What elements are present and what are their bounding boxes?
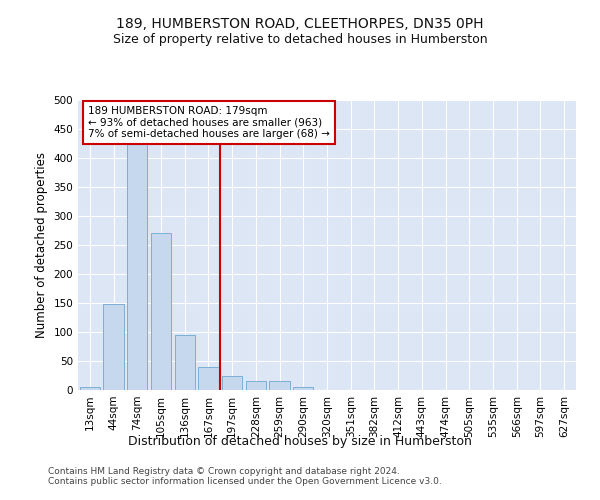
Text: 189 HUMBERSTON ROAD: 179sqm
← 93% of detached houses are smaller (963)
7% of sem: 189 HUMBERSTON ROAD: 179sqm ← 93% of det… bbox=[88, 106, 330, 139]
Bar bbox=[199, 367, 218, 390]
Bar bbox=[151, 234, 171, 390]
Bar bbox=[222, 376, 242, 390]
Bar bbox=[127, 140, 148, 390]
Bar bbox=[293, 387, 313, 390]
Text: Contains public sector information licensed under the Open Government Licence v3: Contains public sector information licen… bbox=[48, 478, 442, 486]
Bar bbox=[80, 387, 100, 390]
Bar bbox=[246, 382, 266, 390]
Text: Distribution of detached houses by size in Humberston: Distribution of detached houses by size … bbox=[128, 435, 472, 448]
Bar bbox=[269, 382, 290, 390]
Text: Size of property relative to detached houses in Humberston: Size of property relative to detached ho… bbox=[113, 32, 487, 46]
Bar bbox=[103, 304, 124, 390]
Y-axis label: Number of detached properties: Number of detached properties bbox=[35, 152, 48, 338]
Text: Contains HM Land Registry data © Crown copyright and database right 2024.: Contains HM Land Registry data © Crown c… bbox=[48, 468, 400, 476]
Text: 189, HUMBERSTON ROAD, CLEETHORPES, DN35 0PH: 189, HUMBERSTON ROAD, CLEETHORPES, DN35 … bbox=[116, 18, 484, 32]
Bar bbox=[175, 335, 195, 390]
